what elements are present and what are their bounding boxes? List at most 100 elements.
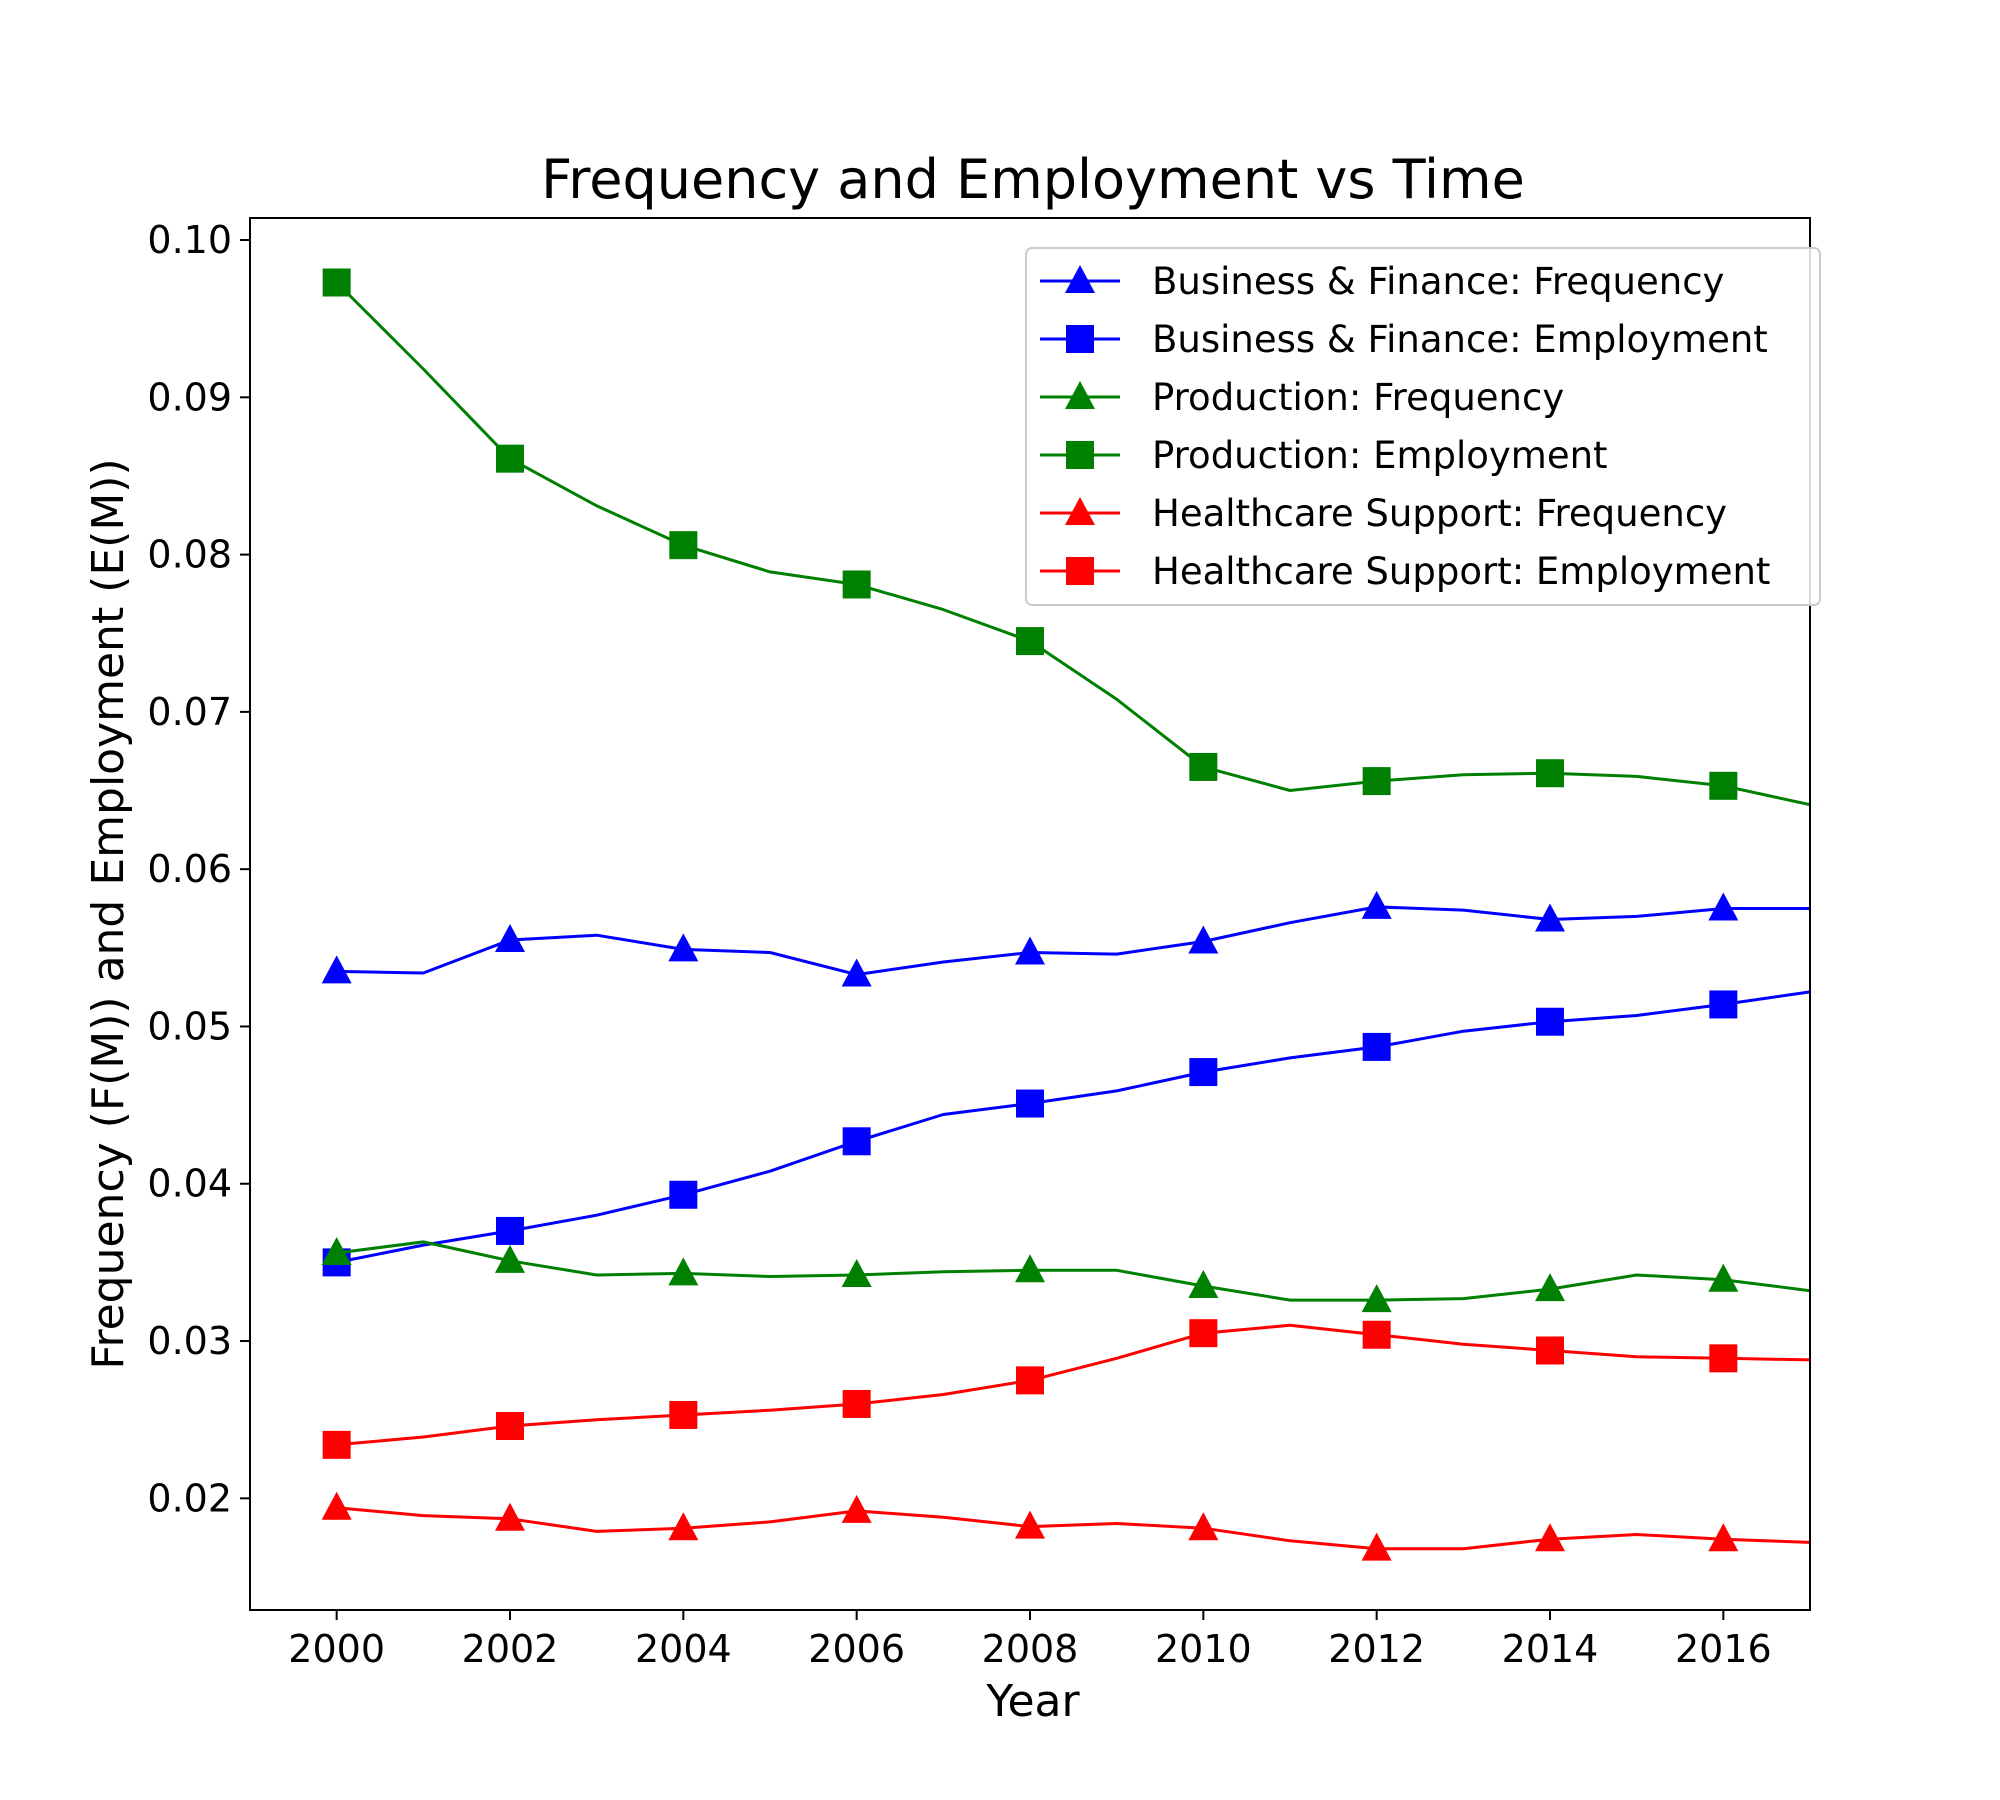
data-point [495,923,525,952]
data-point [322,1430,351,1459]
data-point [842,570,871,599]
data-point [496,1216,524,1245]
chart-title: Frequency and Employment vs Time [541,148,1525,211]
legend-marker [1066,325,1094,353]
legend-label: Production: Frequency [1152,376,1564,419]
data-point [1188,925,1219,954]
series-4 [322,268,1810,807]
x-tick-label: 2002 [462,1627,559,1671]
data-point [668,933,699,962]
data-point [1709,990,1738,1019]
x-tick-label: 2016 [1675,1627,1772,1671]
series-6 [322,1319,1810,1459]
data-point [668,1257,699,1286]
data-point [322,268,351,297]
legend-marker [1066,441,1094,469]
data-point [1536,1007,1564,1036]
data-point [1708,892,1739,921]
y-tick-label: 0.07 [147,690,232,734]
legend-entry: Healthcare Support: Employment [1040,550,1770,593]
legend-entry: Production: Employment [1040,434,1608,477]
data-point [1535,903,1565,932]
data-point [669,1180,698,1209]
data-point [1189,1058,1218,1087]
data-point [321,955,352,984]
data-point [1015,1510,1045,1539]
legend-label: Healthcare Support: Employment [1152,550,1770,593]
x-axis: 2000 2002 2004 2006 2008 2010 2012 2014 2016 [288,1610,1772,1671]
legend-entry: Healthcare Support: Frequency [1040,492,1727,535]
data-point [841,1494,872,1523]
x-tick-label: 2010 [1155,1627,1252,1671]
plot-area [321,268,1810,1561]
data-point [1535,1273,1565,1302]
legend-entry: Business & Finance: Employment [1040,318,1768,361]
data-point [1709,771,1738,800]
legend-label: Business & Finance: Frequency [1152,260,1724,303]
data-point [1708,1263,1739,1292]
series-line [336,1506,1810,1551]
legend-label: Healthcare Support: Frequency [1152,492,1727,535]
x-tick-label: 2006 [808,1627,905,1671]
y-axis: 0.02 0.03 0.04 0.05 0.06 0.07 0.08 0.09 0.10 [147,218,250,1520]
data-point [1536,759,1564,788]
data-point [1016,1089,1044,1118]
data-point [321,1236,352,1265]
data-point [496,1411,524,1440]
x-tick-label: 2008 [982,1627,1079,1671]
data-point [1361,1284,1392,1313]
data-point [1535,1523,1565,1552]
data-point [1188,1512,1219,1541]
series-line [336,990,1810,1264]
legend-marker [1066,557,1094,585]
legend-marker [1065,497,1095,525]
data-point [841,958,872,987]
data-point [1189,1319,1218,1348]
x-tick-label: 2014 [1502,1627,1599,1671]
data-point [1188,1269,1219,1298]
data-point [1536,1336,1564,1365]
data-point [1362,1320,1391,1349]
series-3 [321,1236,1810,1313]
legend-entry: Production: Frequency [1040,376,1564,419]
y-tick-label: 0.02 [147,1476,232,1520]
data-point [496,444,524,473]
y-tick-label: 0.03 [147,1319,232,1363]
data-point [495,1502,525,1531]
legend-label: Production: Employment [1152,434,1608,477]
data-point [321,1491,352,1520]
y-tick-label: 0.05 [147,1004,232,1048]
data-point [1708,1523,1739,1552]
series-line [335,281,1810,807]
y-tick-label: 0.09 [147,375,232,419]
data-point [842,1389,871,1418]
legend: Business & Finance: Frequency Business & … [1025,247,1821,606]
data-point [1016,627,1044,656]
data-point [1362,1032,1391,1061]
y-tick-label: 0.08 [147,533,232,577]
data-point [669,531,698,560]
legend-entry: Business & Finance: Frequency [1040,260,1724,303]
data-point [842,1127,871,1156]
x-tick-label: 2012 [1328,1627,1425,1671]
x-tick-label: 2000 [288,1627,385,1671]
y-tick-label: 0.06 [147,847,232,891]
series-line [336,1323,1810,1447]
data-point [1361,890,1392,919]
y-tick-label: 0.10 [147,218,232,262]
x-axis-label: Year [985,1676,1080,1727]
legend-marker [1065,381,1095,409]
series-line [336,905,1810,977]
data-point [1362,767,1391,796]
series-5 [321,1491,1810,1561]
legend-label: Business & Finance: Employment [1152,318,1768,361]
data-point [495,1244,525,1273]
series-line [336,1240,1810,1302]
series-2 [322,990,1810,1277]
data-point [1189,752,1218,781]
x-tick-label: 2004 [635,1627,732,1671]
data-point [1015,1254,1045,1283]
data-point [1709,1344,1738,1373]
data-point [841,1258,872,1287]
